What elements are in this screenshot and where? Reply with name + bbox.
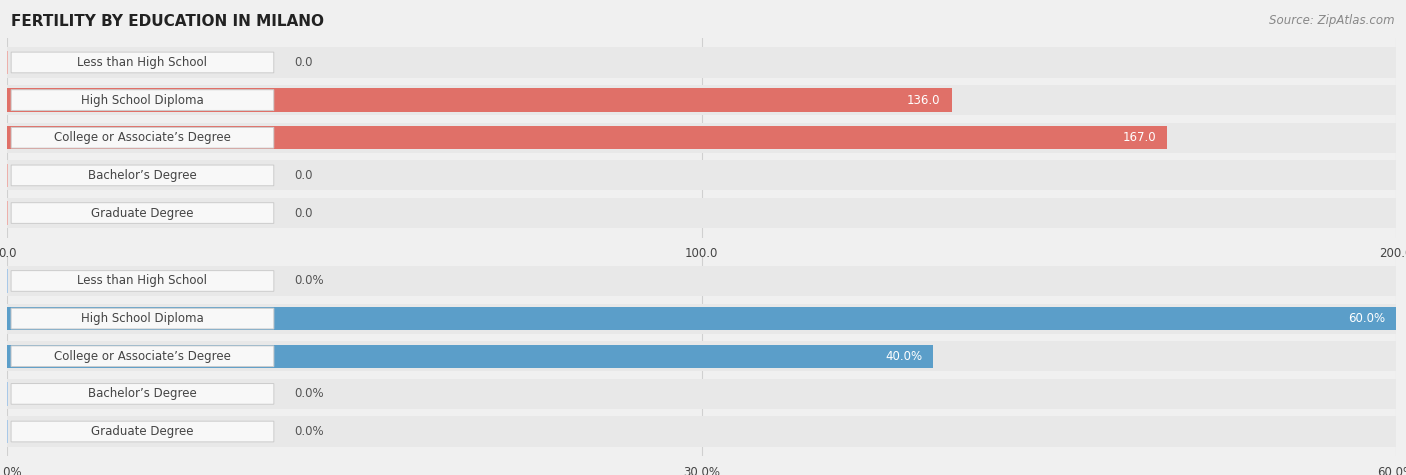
Text: College or Associate’s Degree: College or Associate’s Degree (53, 131, 231, 144)
Text: 40.0%: 40.0% (884, 350, 922, 363)
Bar (7, 417, 1396, 446)
Bar (7, 341, 1396, 371)
Text: Less than High School: Less than High School (77, 275, 208, 287)
Text: 0.0%: 0.0% (295, 275, 325, 287)
Text: 60.0%: 60.0% (1348, 312, 1385, 325)
FancyBboxPatch shape (11, 308, 274, 329)
Text: 0.0: 0.0 (295, 207, 314, 219)
Bar (7, 48, 1396, 77)
Text: Graduate Degree: Graduate Degree (91, 425, 194, 438)
FancyBboxPatch shape (11, 421, 274, 442)
Text: 167.0: 167.0 (1122, 131, 1156, 144)
Text: Source: ZipAtlas.com: Source: ZipAtlas.com (1270, 14, 1395, 27)
Text: 0.0%: 0.0% (295, 388, 325, 400)
Bar (7, 307, 1396, 330)
Text: Bachelor’s Degree: Bachelor’s Degree (89, 169, 197, 182)
Bar (7, 123, 1396, 153)
FancyBboxPatch shape (11, 383, 274, 404)
FancyBboxPatch shape (11, 165, 274, 186)
FancyBboxPatch shape (11, 127, 274, 148)
Text: Less than High School: Less than High School (77, 56, 208, 69)
Text: 0.0: 0.0 (295, 56, 314, 69)
Text: Bachelor’s Degree: Bachelor’s Degree (89, 388, 197, 400)
Bar (7, 126, 1167, 150)
Text: 0.0%: 0.0% (295, 425, 325, 438)
Bar (7, 161, 1396, 190)
Bar (7, 304, 1396, 333)
Text: 136.0: 136.0 (907, 94, 941, 106)
Bar (7, 379, 1396, 409)
FancyBboxPatch shape (11, 203, 274, 223)
Text: FERTILITY BY EDUCATION IN MILANO: FERTILITY BY EDUCATION IN MILANO (11, 14, 325, 29)
Bar (7, 85, 1396, 115)
Text: High School Diploma: High School Diploma (82, 312, 204, 325)
FancyBboxPatch shape (11, 52, 274, 73)
FancyBboxPatch shape (11, 271, 274, 291)
Bar (7, 344, 934, 368)
Bar (7, 266, 1396, 296)
Text: College or Associate’s Degree: College or Associate’s Degree (53, 350, 231, 363)
Bar (7, 198, 1396, 228)
Text: 0.0: 0.0 (295, 169, 314, 182)
Text: Graduate Degree: Graduate Degree (91, 207, 194, 219)
FancyBboxPatch shape (11, 90, 274, 111)
Text: High School Diploma: High School Diploma (82, 94, 204, 106)
FancyBboxPatch shape (11, 346, 274, 367)
Bar (7, 88, 952, 112)
